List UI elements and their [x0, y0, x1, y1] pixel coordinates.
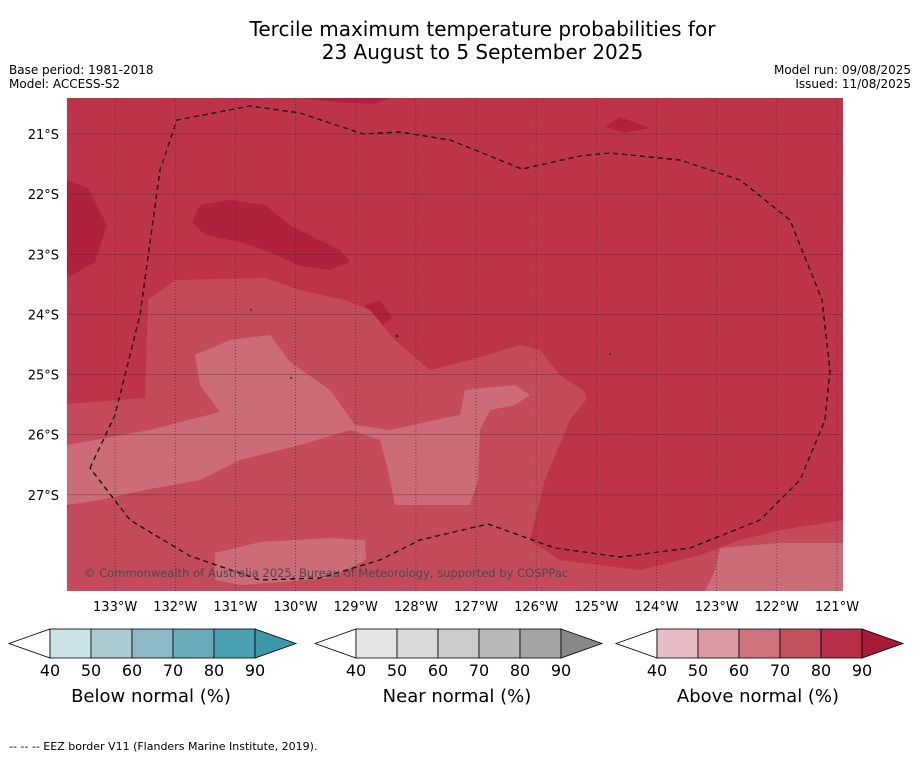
- legend-swatch: [437, 628, 480, 659]
- copyright-text: © Commonwealth of Australia 2025, Bureau…: [84, 566, 568, 580]
- legend-swatch: [478, 628, 521, 659]
- base-period: Base period: 1981-2018: [9, 63, 154, 77]
- y-tick-label: 27°S: [28, 489, 59, 504]
- legend-tick-label: 60: [428, 661, 448, 680]
- legend-tick-label: 80: [510, 661, 530, 680]
- y-tick-label: 22°S: [28, 188, 59, 203]
- island-marker: [395, 334, 399, 338]
- x-tick-label: 128°W: [394, 600, 438, 615]
- legend-arrow-left: [313, 628, 357, 659]
- legend-swatch: [738, 628, 781, 659]
- legend-tick-label: 60: [122, 661, 142, 680]
- legend-swatch: [213, 628, 256, 659]
- x-tick-label: 124°W: [634, 600, 678, 615]
- x-tick-label: 129°W: [334, 600, 378, 615]
- legend-tick-label: 50: [688, 661, 708, 680]
- field-50-60-southeast: [705, 543, 843, 591]
- x-tick-label: 121°W: [815, 600, 859, 615]
- legend-swatch: [131, 628, 174, 659]
- legend-tick-label: 40: [346, 661, 366, 680]
- legend-arrow-left: [614, 628, 658, 659]
- y-axis: 21°S 22°S 23°S 24°S 25°S 26°S 27°S: [28, 128, 59, 504]
- legend-tick-label: 40: [40, 661, 60, 680]
- legend-tick-label: 90: [551, 661, 571, 680]
- x-tick-label: 132°W: [153, 600, 197, 615]
- legend-title-below: Below normal (%): [71, 686, 231, 707]
- legend-swatch: [396, 628, 439, 659]
- legend-swatch: [779, 628, 822, 659]
- x-tick-label: 126°W: [514, 600, 558, 615]
- legend-title-near: Near normal (%): [382, 686, 532, 707]
- meta-right: Model run: 09/08/2025 Issued: 11/08/2025: [774, 63, 911, 91]
- legends: 40 50 60 70 80 90 40 50 60 70 80 90 40 50 60 70 80 90: [7, 628, 905, 680]
- legend-tick-label: 80: [204, 661, 224, 680]
- legend-title-above: Above normal (%): [676, 686, 840, 707]
- y-tick-label: 23°S: [28, 248, 59, 263]
- legend-1: 40 50 60 70 80 90: [313, 628, 604, 680]
- legend-arrow-right: [861, 628, 905, 659]
- legend-tick-label: 50: [387, 661, 407, 680]
- legend-tick-label: 90: [852, 661, 872, 680]
- field-80-90-top: [300, 98, 390, 104]
- legend-2: 40 50 60 70 80 90: [614, 628, 905, 680]
- field-80-90-center: [192, 200, 350, 270]
- legend-0: 40 50 60 70 80 90: [7, 628, 298, 680]
- y-tick-label: 24°S: [28, 308, 59, 323]
- legend-tick-label: 90: [245, 661, 265, 680]
- legend-swatch: [355, 628, 398, 659]
- gridlines: [67, 98, 843, 591]
- legend-tick-label: 80: [811, 661, 831, 680]
- chart-title-line2: 23 August to 5 September 2025: [321, 40, 644, 64]
- island-marker: [609, 353, 611, 355]
- issued-date: Issued: 11/08/2025: [795, 77, 911, 91]
- legend-swatch: [656, 628, 699, 659]
- legend-swatch: [172, 628, 215, 659]
- field-50-60-central: [67, 335, 530, 505]
- y-tick-label: 25°S: [28, 369, 59, 384]
- y-tick-label: 26°S: [28, 429, 59, 444]
- x-tick-label: 123°W: [695, 600, 739, 615]
- x-tick-label: 125°W: [574, 600, 618, 615]
- legend-arrow-right: [254, 628, 298, 659]
- legend-swatch: [519, 628, 562, 659]
- legend-swatch: [90, 628, 133, 659]
- x-tick-label: 133°W: [93, 600, 137, 615]
- footnote: -- -- -- EEZ border V11 (Flanders Marine…: [9, 740, 318, 753]
- model-run: Model run: 09/08/2025: [773, 63, 911, 77]
- meta-left: Base period: 1981-2018 Model: ACCESS-S2: [9, 63, 154, 91]
- legend-arrow-left: [7, 628, 51, 659]
- legend-tick-label: 70: [163, 661, 183, 680]
- legend-tick-label: 40: [647, 661, 667, 680]
- legend-arrow-right: [560, 628, 604, 659]
- x-tick-label: 122°W: [755, 600, 799, 615]
- chart-title: Tercile maximum temperature probabilitie…: [0, 18, 919, 64]
- probability-field: [67, 98, 843, 591]
- legend-swatch: [697, 628, 740, 659]
- y-tick-label: 21°S: [28, 128, 59, 143]
- legend-tick-label: 60: [729, 661, 749, 680]
- x-tick-label: 127°W: [454, 600, 498, 615]
- field-50-60-south: [215, 538, 366, 585]
- x-axis: 133°W 132°W 131°W 130°W 129°W 128°W 127°W 126°W…: [93, 600, 859, 615]
- field-80-90-spot1: [605, 117, 650, 133]
- legend-tick-label: 70: [469, 661, 489, 680]
- legend-swatch: [820, 628, 863, 659]
- island-marker: [290, 377, 292, 379]
- x-tick-label: 130°W: [274, 600, 318, 615]
- legend-tick-label: 50: [81, 661, 101, 680]
- legend-tick-label: 70: [770, 661, 790, 680]
- x-tick-label: 131°W: [213, 600, 257, 615]
- model-name: Model: ACCESS-S2: [9, 77, 121, 91]
- legend-swatch: [49, 628, 92, 659]
- field-80-90-west: [67, 180, 107, 278]
- field-70-80-east: [530, 375, 843, 570]
- chart-title-line1: Tercile maximum temperature probabilitie…: [249, 17, 716, 41]
- island-marker: [250, 309, 252, 311]
- eez-border: [89, 105, 831, 581]
